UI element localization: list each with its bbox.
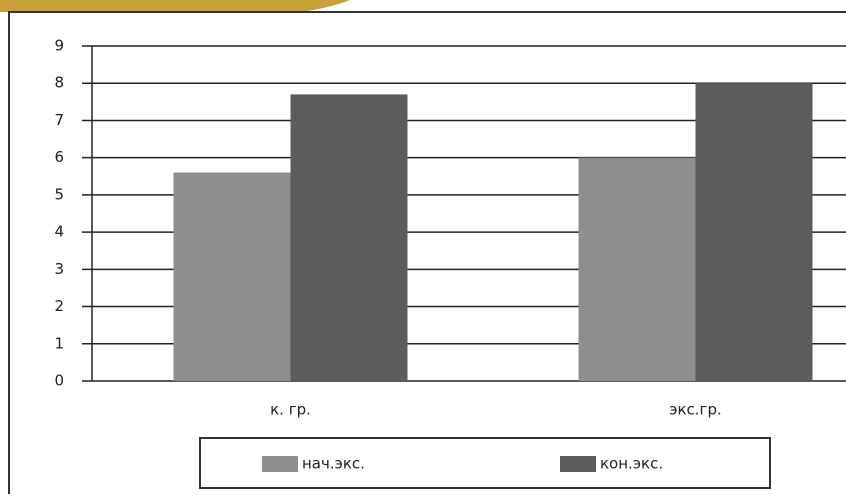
y-tick-label: 0 — [54, 372, 64, 390]
x-tick-label: к. гр. — [270, 401, 311, 419]
y-tick-label: 5 — [54, 185, 64, 203]
legend-swatch — [560, 456, 596, 472]
y-tick-label: 7 — [54, 111, 64, 129]
y-tick-label: 2 — [54, 297, 64, 315]
y-tick-label: 4 — [54, 223, 64, 241]
legend-box — [199, 437, 771, 489]
decoration — [0, 0, 350, 12]
bar — [290, 94, 408, 381]
x-tick-label: экс.гр. — [669, 401, 721, 419]
y-tick-label: 8 — [54, 74, 64, 92]
legend-swatch — [262, 456, 298, 472]
y-tick-label: 3 — [54, 260, 64, 278]
legend-label: кон.экс. — [600, 455, 663, 473]
bar — [173, 172, 291, 381]
chart-frame — [8, 11, 846, 498]
bar — [695, 83, 813, 381]
legend-label: нач.экс. — [302, 455, 365, 473]
y-tick-label: 6 — [54, 148, 64, 166]
y-tick-label: 1 — [54, 334, 64, 352]
y-tick-label: 9 — [54, 37, 64, 55]
bar — [578, 157, 696, 381]
